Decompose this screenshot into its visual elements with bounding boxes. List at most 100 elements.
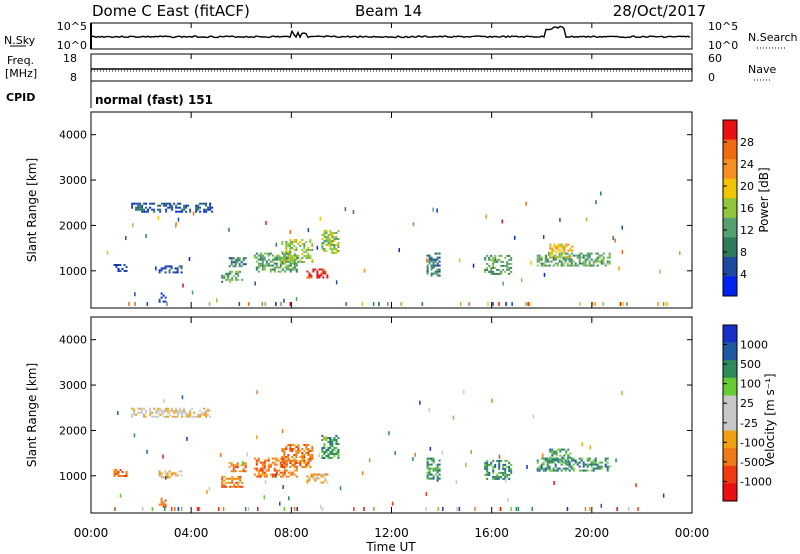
velocity-colorbar-tick: -500 [740,456,765,469]
velocity-echo-cluster [321,435,340,459]
power-colorbar-tick: 16 [740,202,754,215]
velocity-colorbar-tick: 100 [740,378,761,391]
power-scatter-echoes [106,191,681,306]
x-tick-label: 16:00 [474,526,509,540]
velocity-colorbar-segment [723,413,737,431]
nsearch-label: N.Search [748,31,798,44]
nsearch-tick-bottom: 10^0 [708,39,738,52]
power-colorbar-segment [723,178,737,199]
power-colorbar-segment [723,159,737,179]
velocity-colorbar-segment [723,448,737,467]
velocity-echo-cluster [253,457,298,478]
velocity-colorbar-tick: -100 [740,436,765,449]
velocity-echo-cluster [158,470,183,479]
power-colorbar-tick: 28 [740,136,754,149]
power-colorbar-tick: 4 [740,268,747,281]
velocity-colorbar-tick: 500 [740,358,761,371]
velocity-colorbar-segment [723,360,737,379]
velocity-colorbar-segment [723,483,737,502]
velocity-colorbar-segment [723,377,737,396]
velocity-colorbar-segment [723,325,737,343]
velocity-ytick-label: 2000 [59,424,87,437]
power-ytick-label: 4000 [59,129,87,142]
power-ytick-label: 1000 [59,265,87,278]
beam-title: Beam 14 [355,2,422,20]
velocity-colorbar-tick: -25 [740,417,758,430]
velocity-echo-cluster [158,497,167,508]
velocity-panel: 1000 2000 3000 4000 Slant Range [km] -1000 -… [25,316,777,514]
freq-tick-bottom: 8 [70,71,77,84]
velocity-scatter-echoes [114,390,665,511]
velocity-ylabel: Slant Range [km] [25,363,39,467]
station-title: Dome C East (fitACF) [92,2,250,20]
velocity-colorbar-tick: 1000 [740,339,768,352]
velocity-echo-cluster [549,448,572,463]
velocity-colorbar-tick: 25 [740,397,754,410]
power-echo-cluster [281,239,314,263]
cpid-label: CPID [6,91,35,104]
power-colorbar-segment [723,217,737,238]
power-echo-cluster [158,292,167,303]
power-echo-cluster [221,270,244,283]
velocity-echo-cluster [484,459,513,480]
velocity-echo-cluster [536,457,611,472]
freq-tick-top: 18 [63,52,77,65]
power-ylabel: Slant Range [km] [25,158,39,262]
power-colorbar-segment [723,237,737,258]
power-colorbar-label: Power [dB] [757,167,771,232]
power-echo-cluster [484,254,513,275]
velocity-ytick-label: 3000 [59,379,87,392]
cpid-panel: CPID normal (fast) 151 [6,81,213,108]
nsearch-tick-top: 10^5 [708,20,738,33]
power-echo-cluster [228,257,247,268]
power-colorbar-segment [723,139,737,160]
velocity-echo-cluster [306,473,329,484]
velocity-colorbar-segment [723,395,737,414]
x-tick-label: 00:00 [675,526,710,540]
power-colorbar-tick: 20 [740,180,754,193]
velocity-ytick-label: 1000 [59,470,87,483]
power-echo-cluster [158,265,183,274]
velocity-colorbar-label: Velocity [m s⁻¹] [763,373,777,466]
power-colorbar-tick: 8 [740,246,747,259]
velocity-colorbar-segment [723,465,737,484]
power-echo-cluster [113,264,128,272]
nsky-label: N.Sky [4,34,36,47]
velocity-echo-cluster [113,469,128,477]
velocity-colorbar-segment [723,342,737,361]
power-echo-cluster [549,243,574,258]
power-echo-cluster [131,202,214,213]
nsky-tick-bottom: 10^0 [57,39,87,52]
x-tick-label: 00:00 [74,526,109,540]
nave-tick-top: 60 [708,52,722,65]
velocity-echo-cluster [228,462,247,473]
x-tick-label: 12:00 [374,526,409,540]
power-panel: 1000 2000 3000 4000 Slant Range [km] 4 8 12 16… [25,111,771,309]
power-colorbar-tick: 12 [740,224,754,237]
power-colorbar-tick: 24 [740,158,754,171]
power-echo-cluster [536,252,611,267]
freq-unit: [MHz] [5,67,37,80]
x-axis-label: Time UT [365,540,416,554]
velocity-echo-cluster [281,444,314,468]
x-tick-label: 20:00 [575,526,610,540]
power-ytick-label: 2000 [59,219,87,232]
power-colorbar-segment [723,256,737,277]
power-colorbar-segment [723,276,737,297]
date-title: 28/Oct/2017 [613,2,706,20]
power-echo-cluster [321,230,340,254]
freq-panel: Freq. [MHz] 18 8 60 0 Nave [5,52,776,84]
power-echo-cluster [306,268,329,279]
power-colorbar-segment [723,198,737,219]
nave-tick-bottom: 0 [708,71,715,84]
x-tick-label: 04:00 [174,526,209,540]
velocity-ytick-label: 4000 [59,334,87,347]
power-echo-cluster [426,252,441,277]
nsky-panel: N.Sky 10^5 10^0 10^5 10^0 N.Search [4,20,798,52]
freq-label: Freq. [7,54,34,67]
x-tick-label: 08:00 [274,526,309,540]
nave-label: Nave [748,63,776,76]
nsky-tick-top: 10^5 [57,20,87,33]
velocity-colorbar-segment [723,430,737,449]
